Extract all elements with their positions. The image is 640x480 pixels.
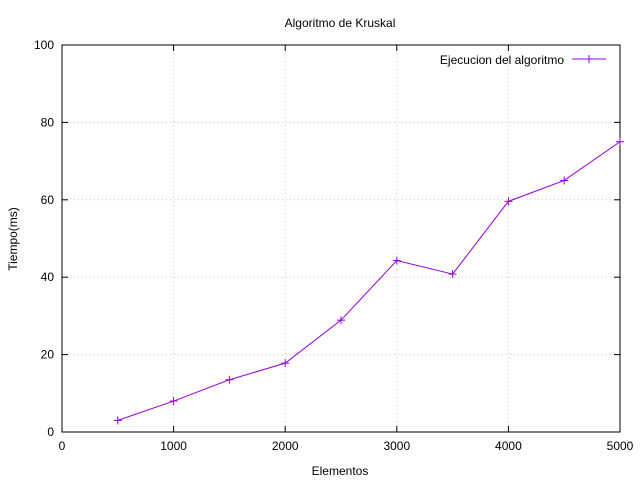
x-axis-label: Elementos [312,464,369,478]
data-point [392,256,401,265]
data-point [113,416,122,425]
x-tick-label: 2000 [272,439,299,453]
y-tick-label: 40 [41,270,55,284]
x-tick-label: 1000 [160,439,187,453]
x-tick-label: 5000 [607,439,634,453]
data-point [616,137,624,146]
chart-title: Algoritmo de Kruskal [285,16,396,30]
y-tick-label: 80 [41,115,55,129]
y-tick-label: 0 [47,425,54,439]
data-point [281,359,290,368]
labels: Algoritmo de Kruskal Elementos Tiempo(ms… [6,16,395,478]
plot-frame [61,44,621,433]
x-tick-label: 0 [59,439,66,453]
data-point [560,176,569,185]
data-point [169,397,178,406]
x-tick-label: 4000 [495,439,522,453]
data-point [225,375,234,384]
y-axis-label: Tiempo(ms) [6,207,20,271]
y-tick-label: 20 [41,348,55,362]
data-point [448,270,457,279]
series [113,137,624,425]
legend-label: Ejecucion del algoritmo [440,53,564,67]
axes: 0 1000 2000 3000 4000 5000 0 20 40 60 80 100 [34,38,634,453]
series-line [117,141,621,421]
data-point [337,316,345,325]
y-tick-label: 60 [41,193,55,207]
grid [62,45,620,432]
x-tick-label: 3000 [383,439,410,453]
data-point [504,197,513,206]
legend: Ejecucion del algoritmo [440,53,606,67]
y-tick-label: 100 [34,38,54,52]
